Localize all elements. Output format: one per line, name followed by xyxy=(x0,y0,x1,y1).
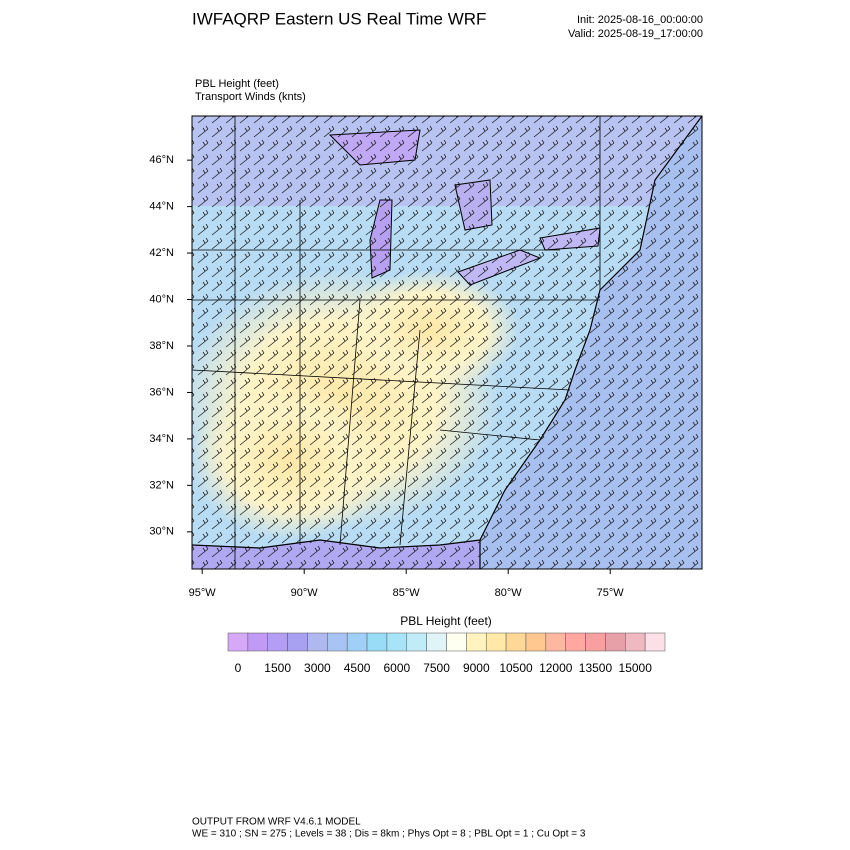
y-tick-label: 46°N xyxy=(149,154,174,166)
colorbar-tick-label: 7500 xyxy=(423,661,450,675)
y-tick-label: 30°N xyxy=(149,526,174,538)
map xyxy=(192,116,702,569)
colorbar-swatch xyxy=(545,632,566,652)
colorbar-swatch xyxy=(386,632,408,652)
footer-config: WE = 310 ; SN = 275 ; Levels = 38 ; Dis … xyxy=(192,829,586,840)
y-tick-label: 44°N xyxy=(149,201,174,213)
colorbar-swatch xyxy=(625,632,646,652)
colorbar-tick-label: 13500 xyxy=(579,661,613,675)
colorbar-tick-label: 12000 xyxy=(539,661,573,675)
colorbar-tick-label: 6000 xyxy=(383,661,410,675)
colorbar-swatch xyxy=(585,632,606,652)
colorbar-swatch xyxy=(605,632,626,652)
y-tick-label: 36°N xyxy=(149,386,174,398)
colorbar-swatch xyxy=(644,632,666,652)
y-tick-label: 32°N xyxy=(149,479,174,491)
y-tick-label: 42°N xyxy=(149,247,174,259)
colorbar-swatch xyxy=(227,632,249,652)
wind-label: Transport Winds (knts) xyxy=(195,91,306,103)
colorbar-swatch xyxy=(406,632,427,652)
colorbar-swatch xyxy=(505,632,527,652)
colorbar-tick-label: 0 xyxy=(235,661,242,675)
colorbar-swatch xyxy=(446,632,467,652)
colorbar-swatch xyxy=(426,632,447,652)
x-tick-label: 90°W xyxy=(291,587,319,599)
colorbar-tick-label: 9000 xyxy=(463,661,490,675)
valid-time: Valid: 2025-08-19_17:00:00 xyxy=(568,28,703,40)
y-tick-label: 38°N xyxy=(149,340,174,352)
x-tick-label: 95°W xyxy=(189,587,217,599)
colorbar-swatch xyxy=(525,632,547,652)
colorbar-tick-label: 3000 xyxy=(304,661,331,675)
colorbar-tick-label: 4500 xyxy=(344,661,371,675)
x-tick-label: 75°W xyxy=(597,587,625,599)
x-tick-label: 85°W xyxy=(393,587,421,599)
x-tick-label: 80°W xyxy=(495,587,523,599)
colorbar-swatch xyxy=(565,632,586,652)
colorbar-swatch xyxy=(485,632,507,652)
map-frame xyxy=(191,115,703,570)
colorbar-swatch xyxy=(466,632,487,652)
colorbar-tick-label: 10500 xyxy=(499,661,533,675)
y-tick-label: 40°N xyxy=(149,293,174,305)
y-tick-label: 34°N xyxy=(149,433,174,445)
colorbar-tick-label: 15000 xyxy=(619,661,653,675)
footer-model: OUTPUT FROM WRF V4.6.1 MODEL xyxy=(192,817,361,828)
colorbar-swatch xyxy=(327,632,348,652)
colorbar-swatch xyxy=(366,632,388,652)
init-time: Init: 2025-08-16_00:00:00 xyxy=(577,14,703,26)
colorbar-swatch xyxy=(287,632,308,652)
colorbar-swatch xyxy=(346,632,368,652)
title: IWFAQRP Eastern US Real Time WRF xyxy=(192,9,486,28)
colorbar-swatch xyxy=(267,632,288,652)
colorbar-swatch xyxy=(247,632,268,652)
colorbar-tick-label: 1500 xyxy=(264,661,291,675)
field-label: PBL Height (feet) xyxy=(195,78,279,90)
colorbar-swatch xyxy=(307,632,328,652)
colorbar-label: PBL Height (feet) xyxy=(400,614,492,628)
